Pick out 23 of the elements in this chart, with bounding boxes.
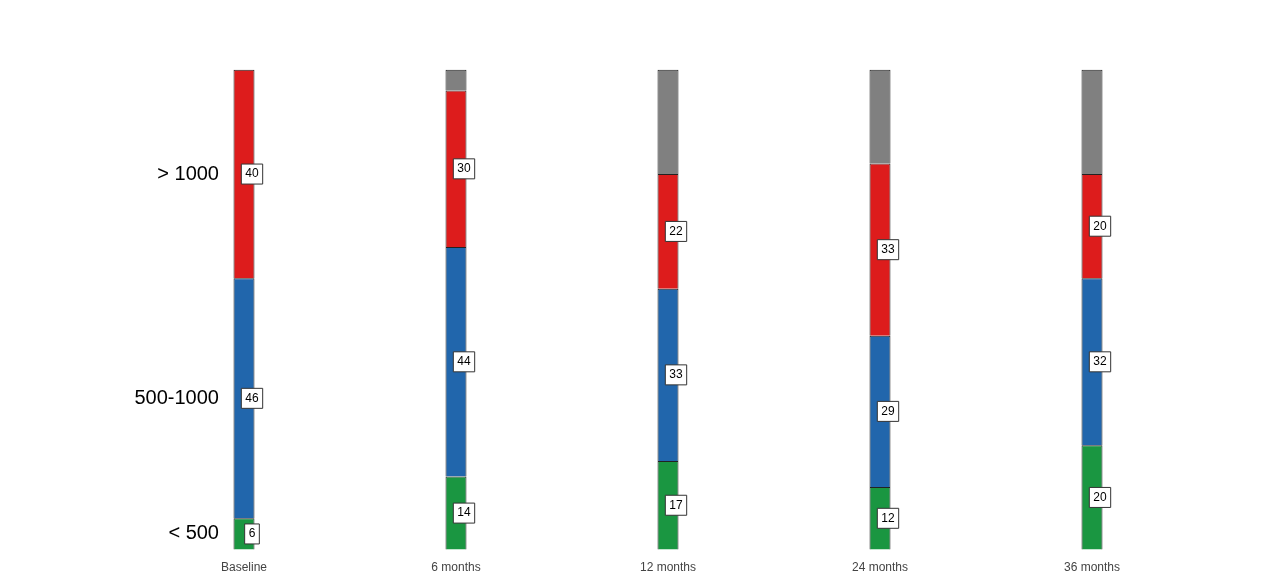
data-label: 20 [1093,218,1107,233]
series-label: > 1000 [157,161,219,184]
data-label: 17 [669,497,683,512]
x-tick-label: Baseline [220,560,268,575]
data-label: 29 [881,403,895,418]
data-label: 40 [245,166,259,181]
x-tick-label: 24 months [851,560,909,575]
series-label: 500-1000 [134,385,219,408]
data-label: 33 [669,367,683,382]
data-label: 46 [245,390,259,405]
data-label: 44 [457,354,471,369]
x-tick-label: 6 months [431,560,481,575]
x-tick-label: 36 months [1063,560,1121,575]
data-label: 33 [881,241,895,256]
x-tick-label: 12 months [639,560,697,575]
data-label: 20 [1093,489,1107,504]
data-label: 6 [248,526,256,541]
data-label: 14 [457,505,471,520]
data-label: 30 [457,161,471,176]
data-label: 12 [881,510,895,525]
series-label: < 500 [168,521,219,544]
data-label: 32 [1093,354,1107,369]
data-label: 22 [669,223,683,238]
